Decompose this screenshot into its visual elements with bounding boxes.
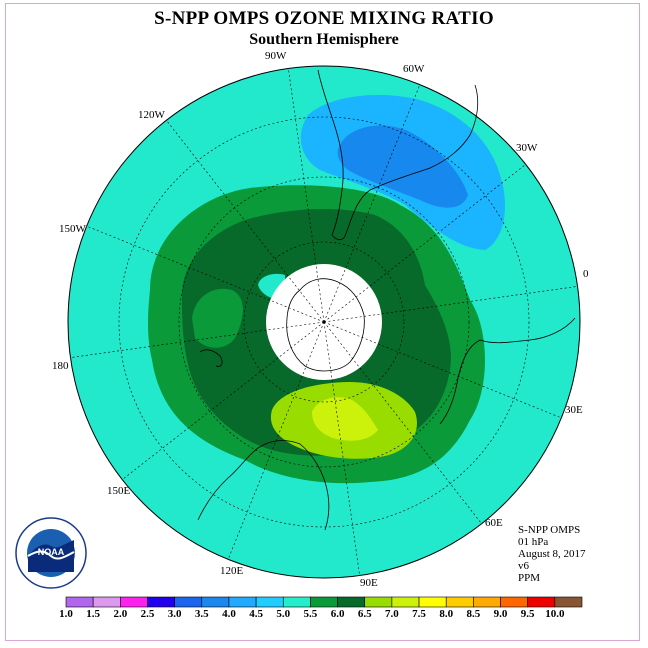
colorbar-tick-label: 6.0 — [330, 608, 345, 620]
colorbar-tick-label: 4.0 — [222, 608, 236, 620]
south-pole-marker — [322, 320, 326, 324]
lon-label-30w: 30W — [516, 142, 538, 154]
meridian-line — [86, 225, 325, 323]
colorbar-tick-label: 10.0 — [545, 608, 565, 620]
info-version: v6 — [518, 560, 529, 572]
info-units: PPM — [518, 572, 541, 584]
ozone-region-3.5-4.0 — [337, 125, 468, 208]
graticule — [70, 68, 578, 576]
colorbar-tick-label: 8.5 — [466, 608, 481, 620]
colorbar-tick-label: 3.0 — [167, 608, 182, 620]
coastline-australia — [197, 440, 330, 531]
meridian-line — [227, 321, 325, 560]
colorbar-tick-label: 8.0 — [439, 608, 454, 620]
lon-label-120e: 120E — [220, 565, 244, 577]
page-subtitle: Southern Hemisphere — [249, 31, 399, 48]
colorbar-tick-label: 1.0 — [59, 608, 73, 620]
meridian-line — [323, 286, 578, 323]
coastline-new-zealand — [199, 349, 223, 367]
meridian-line — [122, 321, 325, 480]
lon-label-150w: 150W — [59, 223, 86, 235]
map-boundary — [67, 65, 581, 579]
lon-label-120w: 120W — [138, 109, 165, 121]
info-date: August 8, 2017 — [518, 548, 586, 560]
latitude-circle-30s — [118, 116, 530, 528]
ozone-region-6.5-7.0 — [312, 397, 378, 441]
info-pressure-level: 01 hPa — [518, 536, 549, 548]
coastline-antarctica — [286, 278, 365, 372]
meridian-line — [166, 120, 325, 323]
lon-label-150e: 150E — [107, 485, 131, 497]
lon-label-90e: 90E — [360, 577, 378, 589]
colorbar-tick-label: 1.5 — [86, 608, 101, 620]
meridian-line — [288, 68, 325, 323]
page-title: S-NPP OMPS OZONE MIXING RATIO — [154, 8, 494, 29]
meridian-line — [323, 84, 421, 323]
coastlines — [197, 69, 576, 531]
noaa-logo-text: NOAA — [38, 547, 65, 557]
info-block: S-NPP OMPS 01 hPa August 8, 2017 v6 PPM — [518, 524, 586, 584]
lon-label-60e: 60E — [485, 517, 503, 529]
meridian-line — [323, 321, 562, 419]
noaa-logo: NOAA — [15, 517, 87, 589]
info-instrument: S-NPP OMPS — [518, 524, 581, 536]
colorbar-tick-label: 4.5 — [249, 608, 263, 620]
lon-label-0: 0 — [583, 268, 589, 280]
meridian-line — [323, 164, 526, 323]
coastline-africa — [439, 317, 576, 425]
colorbar-tick-label: 3.5 — [194, 608, 209, 620]
latitude-circle-50s — [178, 176, 470, 468]
meridian-line — [323, 321, 482, 524]
colorbar-tick-label: 9.0 — [493, 608, 508, 620]
latitude-circle-70s — [243, 241, 405, 403]
figure-frame — [5, 3, 640, 641]
colorbar-tick-label: 5.5 — [303, 608, 318, 620]
colorbar-tick-label: 9.5 — [520, 608, 535, 620]
meridians — [70, 68, 578, 576]
ozone-region-5.0-5.5-inner — [192, 288, 243, 348]
colorbar-tick-label: 5.0 — [276, 608, 291, 620]
colorbar-tick-label: 6.5 — [357, 608, 372, 620]
colorbar-tick-label: 2.5 — [140, 608, 155, 620]
meridian-line — [323, 321, 360, 576]
colorbar-tick-label: 7.0 — [385, 608, 399, 620]
colorbar-tick-label: 7.5 — [412, 608, 426, 620]
colorbar-tick-label: 2.0 — [113, 608, 128, 620]
lon-label-60w: 60W — [403, 63, 425, 75]
lon-label-90w: 90W — [265, 50, 287, 62]
coastline-south-america — [317, 69, 479, 241]
lon-label-180: 180 — [52, 360, 69, 372]
lon-label-30e: 30E — [565, 404, 583, 416]
meridian-line — [70, 321, 325, 358]
